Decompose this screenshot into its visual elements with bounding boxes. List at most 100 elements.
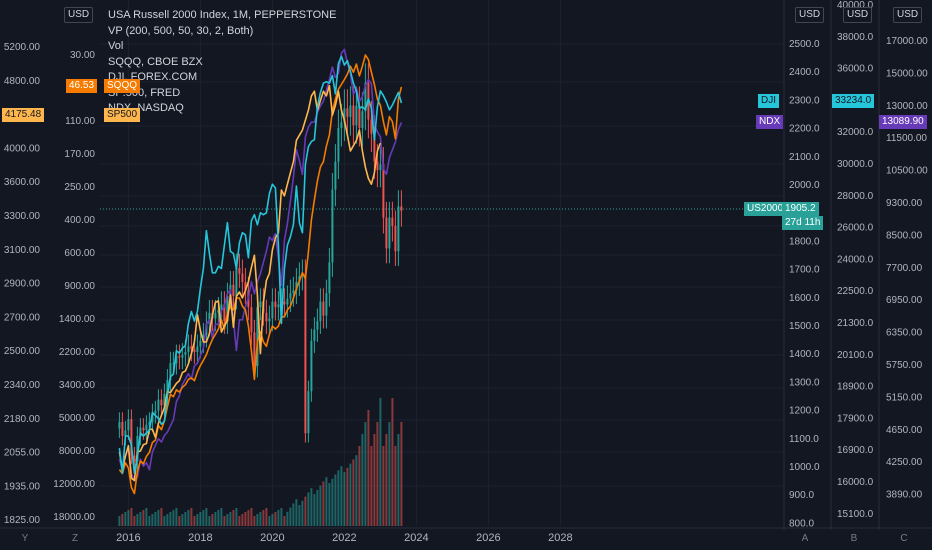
- dji-axis-tick-label: 30000.0: [837, 159, 874, 170]
- volume-bar: [325, 477, 328, 526]
- legend-ndx[interactable]: NDX, NASDAQ: [108, 102, 184, 114]
- us2000-candle: [223, 304, 226, 322]
- us2000-candle: [397, 206, 400, 252]
- sp500-axis-tick-label: 3100.00: [4, 245, 41, 256]
- sp500-axis-tick-label: 2500.00: [4, 346, 41, 357]
- volume-bar: [139, 512, 142, 526]
- volume-bar: [241, 514, 244, 526]
- volume-bar: [292, 503, 295, 526]
- us2000-candle: [310, 340, 313, 392]
- us2000-candle: [337, 128, 340, 162]
- volume-bar: [343, 472, 346, 526]
- volume-bar: [388, 422, 391, 526]
- ndx-axis-tick-label: 3890.00: [886, 490, 923, 501]
- axis-corner-c[interactable]: C: [900, 533, 908, 544]
- unit-badge-sqqq-axis[interactable]: USD: [64, 7, 94, 23]
- dji-axis-tick-label: 16900.0: [837, 445, 874, 456]
- sqqq-axis-tick-label: 2200.00: [59, 347, 96, 358]
- unit-badge-us2000-axis[interactable]: USD: [795, 7, 825, 23]
- dji-axis-tick-label: 22500.0: [837, 286, 874, 297]
- volume-bar: [190, 508, 193, 526]
- ndx-price-tag: 13089.90: [879, 115, 927, 129]
- ndx-axis-label: NDX: [756, 115, 784, 129]
- dji-axis-tick-label: 32000.0: [837, 127, 874, 138]
- us2000-candle: [196, 346, 199, 352]
- volume-bar: [256, 514, 259, 526]
- volume-bar: [181, 514, 184, 526]
- us2000-candle: [394, 226, 397, 252]
- dji-axis-tick-label: 15100.0: [837, 509, 874, 520]
- us2000-price-tag: 1905.2: [782, 202, 819, 216]
- legend-dji[interactable]: DJI, FOREX.COM: [108, 71, 198, 83]
- us2000-candle: [151, 413, 154, 422]
- unit-badge-ndx-axis[interactable]: USD: [893, 7, 923, 23]
- us2000-candle: [163, 394, 166, 406]
- dji-axis-tick-label: 18900.0: [837, 382, 874, 393]
- us2000-candle: [130, 419, 133, 456]
- volume-bar: [121, 514, 124, 526]
- sqqq-axis-tick-label: 5000.00: [59, 413, 96, 424]
- volume-bar: [184, 512, 187, 526]
- legend-sqqq[interactable]: SQQQ, CBOE BZX: [108, 55, 203, 68]
- us2000-candle: [166, 380, 169, 394]
- us2000-candle: [136, 436, 139, 462]
- volume-bar: [229, 512, 232, 526]
- axis-corner-b[interactable]: B: [850, 533, 858, 544]
- legend-vp[interactable]: VP (200, 500, 50, 30, 2, Both): [108, 24, 254, 37]
- ndx-axis-tick-label: 10500.00: [886, 166, 928, 177]
- volume-bar: [187, 510, 190, 526]
- us2000-candle: [184, 352, 187, 355]
- volume-bar: [247, 510, 250, 526]
- axis-corner-y[interactable]: Y: [21, 533, 29, 544]
- volume-bar: [211, 514, 214, 526]
- sp500-series-line: [118, 84, 382, 482]
- us2000-axis-tick-label: 1700.0: [789, 265, 820, 276]
- volume-bar: [367, 410, 370, 526]
- legend-sp500[interactable]: SP:500, FRED: [108, 86, 181, 99]
- us2000-candle: [343, 108, 346, 123]
- us2000-axis-tick-label: 1400.0: [789, 349, 820, 360]
- us2000-candle: [361, 111, 364, 128]
- us2000-candle: [349, 105, 352, 117]
- volume-bar: [145, 508, 148, 526]
- us2000-candle: [295, 282, 298, 291]
- us2000-candle: [139, 427, 142, 436]
- sqqq-axis-tick-label: 3400.00: [59, 380, 96, 391]
- us2000-candle: [400, 206, 403, 211]
- ndx-axis-tick-label: 4250.00: [886, 457, 923, 468]
- axis-corner-a[interactable]: A: [801, 533, 809, 544]
- volume-bar: [268, 516, 271, 526]
- sp500-axis-tick-label: 2900.00: [4, 279, 41, 290]
- sqqq-axis-tick-label: 600.00: [64, 248, 95, 259]
- volume-bar: [358, 446, 361, 526]
- volume-bar: [259, 512, 262, 526]
- us2000-candle: [388, 217, 391, 249]
- volume-bar: [334, 474, 337, 526]
- sp500-axis-tick-label: 3600.00: [4, 177, 41, 188]
- dji-axis-tick-label: 21300.0: [837, 318, 874, 329]
- us2000-candle: [259, 301, 262, 308]
- us2000-candle: [154, 410, 157, 414]
- volume-bar: [379, 398, 382, 526]
- us2000-axis-tick-label: 800.0: [789, 518, 814, 529]
- legend-vol[interactable]: Vol: [108, 40, 124, 52]
- unit-badge-dji-axis[interactable]: USD: [843, 7, 873, 23]
- us2000-candle: [226, 296, 229, 322]
- volume-bar: [349, 463, 352, 526]
- legend-title[interactable]: USA Russell 2000 Index, 1M, PEPPERSTONE: [108, 9, 337, 21]
- us2000-axis-tick-label: 2100.0: [789, 152, 820, 163]
- time-axis-label: 2016: [116, 532, 140, 544]
- us2000-candle: [193, 349, 196, 352]
- axis-corner-z[interactable]: Z: [71, 533, 79, 544]
- us2000-candle: [142, 427, 145, 431]
- us2000-candle: [334, 161, 337, 190]
- us2000-candle: [307, 391, 310, 434]
- volume-bar: [286, 511, 289, 526]
- ndx-axis-tick-label: 5750.00: [886, 360, 923, 371]
- volume-bar: [337, 470, 340, 526]
- ndx-series-line: [118, 48, 403, 482]
- us2000-candle: [157, 399, 160, 411]
- volume-bar: [208, 516, 211, 526]
- us2000-axis-tick-label: 2300.0: [789, 95, 820, 106]
